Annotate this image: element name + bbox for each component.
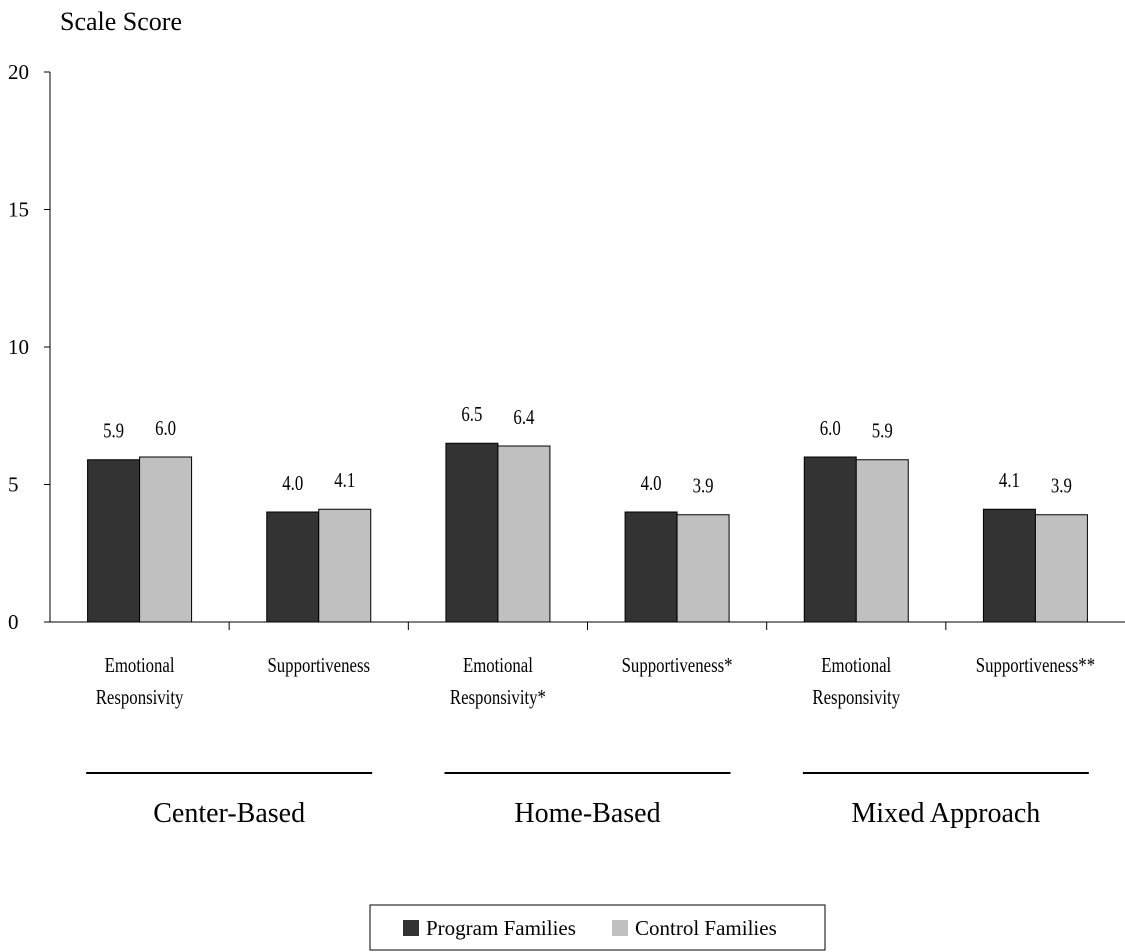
data-label: 6.0 <box>155 417 176 440</box>
data-label: 6.4 <box>513 406 534 429</box>
legend: Program Families Control Families <box>369 904 826 951</box>
bar-program <box>445 442 499 623</box>
bar-program <box>87 459 141 623</box>
y-axis-title: Scale Score <box>60 7 182 36</box>
category-label: Emotional <box>821 654 891 677</box>
data-label: 3.9 <box>693 475 714 498</box>
bar-program <box>982 508 1036 623</box>
legend-label-program: Program Families <box>426 916 576 940</box>
bar-control <box>139 456 193 623</box>
data-label: 6.5 <box>461 404 482 427</box>
data-label: 5.9 <box>872 420 893 443</box>
legend-label-control: Control Families <box>635 916 777 940</box>
category-label: Responsivity <box>812 686 900 709</box>
category-labels: Emotional Responsivity Supportiveness Emoti… <box>96 654 1095 709</box>
group-labels: Center-Based Home-Based Mixed Approach <box>86 772 1089 829</box>
category-label: Responsivity <box>96 686 184 709</box>
y-tick-label: 10 <box>8 335 29 359</box>
data-label: 4.0 <box>641 472 662 495</box>
bar-program <box>266 511 320 623</box>
value-labels: 5.9 6.0 4.0 4.1 6.5 6.4 4.0 3.9 6.0 5.9 4.1 3.9 <box>103 404 1072 499</box>
legend-swatch-program <box>403 920 419 936</box>
data-label: 3.9 <box>1051 475 1072 498</box>
group-label: Home-Based <box>514 798 660 829</box>
y-tick-label: 20 <box>8 60 29 84</box>
bar-program <box>624 511 678 623</box>
category-label: Emotional <box>105 654 175 677</box>
legend-swatch-control <box>612 920 628 936</box>
data-label: 4.1 <box>999 470 1020 493</box>
bar-control <box>676 514 730 623</box>
y-ticks: 0 5 10 15 20 <box>8 60 50 634</box>
bars <box>87 442 1088 623</box>
x-ticks <box>228 622 947 630</box>
group-label: Mixed Approach <box>851 798 1040 829</box>
y-tick-label: 0 <box>8 610 19 634</box>
bar-control <box>497 445 551 623</box>
data-label: 5.9 <box>103 420 124 443</box>
legend-box <box>369 904 826 951</box>
bar-control <box>318 508 372 623</box>
data-label: 4.1 <box>334 470 355 493</box>
data-label: 6.0 <box>820 417 841 440</box>
category-label: Emotional <box>463 654 533 677</box>
data-label: 4.0 <box>282 472 303 495</box>
bar-control <box>1034 514 1088 623</box>
category-label: Responsivity* <box>450 686 546 709</box>
group-label: Center-Based <box>153 798 305 829</box>
y-tick-label: 15 <box>8 198 29 222</box>
bar-program <box>803 456 857 623</box>
category-label: Supportiveness** <box>976 654 1095 677</box>
category-label: Supportiveness <box>267 654 370 677</box>
y-tick-label: 5 <box>8 473 19 497</box>
category-label: Supportiveness* <box>622 654 733 677</box>
bar-control <box>855 459 909 623</box>
